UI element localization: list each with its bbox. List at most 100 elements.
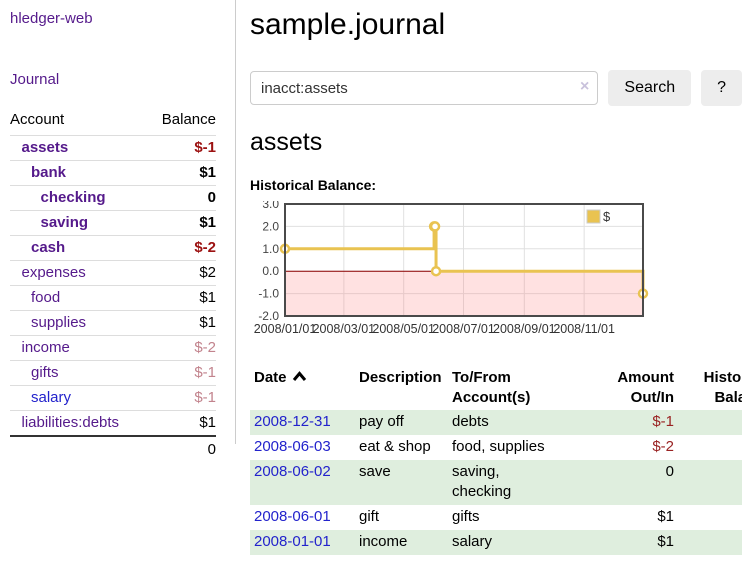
transaction-description: save bbox=[359, 463, 391, 480]
account-cell: checking bbox=[10, 185, 148, 211]
account-link[interactable]: gifts bbox=[31, 364, 59, 381]
account-row: income $-2 bbox=[10, 335, 216, 361]
transaction-balance: $2 bbox=[678, 460, 742, 505]
historical-balance-chart[interactable]: $3.0 2.0 1.0 0.0 -1.0 -2.0 2008/01/01 2008/03/0… bbox=[250, 197, 742, 348]
account-cell: gifts bbox=[10, 360, 148, 386]
account-link[interactable]: bank bbox=[31, 164, 67, 181]
transaction-date-cell: 2008-06-01 bbox=[250, 505, 355, 530]
search-button[interactable]: Search bbox=[608, 70, 692, 106]
account-row: supplies $1 bbox=[10, 310, 216, 336]
transaction-row: 2008-06-03 eat & shop food, supplies $-20 bbox=[250, 435, 742, 460]
page-title: sample.journal bbox=[250, 8, 446, 41]
account-row: salary $-1 bbox=[10, 385, 216, 411]
y-axis-tick-label: 3.0 bbox=[262, 201, 279, 211]
transaction-balance: $1 bbox=[678, 530, 742, 555]
account-link[interactable]: checking bbox=[40, 189, 106, 206]
main-content: sample.journal × Search ? assets Histori… bbox=[250, 0, 742, 555]
account-link[interactable]: liabilities:debts bbox=[21, 414, 120, 431]
x-axis-tick-label: 2008/03/01 bbox=[313, 322, 376, 336]
account-balance: $1 bbox=[147, 285, 216, 311]
clear-search-icon[interactable]: × bbox=[580, 78, 590, 95]
account-balance: $1 bbox=[147, 210, 216, 236]
account-row: food $1 bbox=[10, 285, 216, 311]
nav-journal-link[interactable]: Journal bbox=[10, 71, 60, 88]
account-link[interactable]: income bbox=[21, 339, 70, 356]
account-cell: income bbox=[10, 335, 148, 361]
register-header-line2: Out/In bbox=[630, 389, 674, 406]
transaction-date-link[interactable]: 2008-06-02 bbox=[254, 463, 331, 480]
transaction-description: pay off bbox=[359, 413, 404, 430]
account-cell: supplies bbox=[10, 310, 148, 336]
transaction-accounts: salary bbox=[448, 530, 586, 555]
account-balance: $-1 bbox=[147, 360, 216, 386]
search-input[interactable] bbox=[250, 71, 599, 105]
sort-ascending-icon[interactable] bbox=[292, 368, 307, 388]
account-row: cash $-2 bbox=[10, 235, 216, 261]
transaction-date-cell: 2008-01-01 bbox=[250, 530, 355, 555]
account-heading: assets bbox=[250, 128, 323, 156]
transaction-accounts: saving, checking bbox=[448, 460, 586, 505]
transaction-description: income bbox=[359, 533, 408, 550]
legend-swatch bbox=[586, 209, 601, 224]
account-link[interactable]: expenses bbox=[21, 264, 86, 281]
account-row: assets $-1 bbox=[10, 135, 216, 161]
y-axis-tick-label: -2.0 bbox=[258, 309, 279, 323]
transaction-accounts: gifts bbox=[448, 505, 586, 530]
account-link[interactable]: assets bbox=[21, 139, 69, 156]
transaction-date-link[interactable]: 2008-06-03 bbox=[254, 438, 331, 455]
x-axis-tick-label: 2008/09/01 bbox=[493, 322, 556, 336]
search-box: × bbox=[250, 71, 599, 105]
account-balance: $2 bbox=[147, 260, 216, 286]
register-header-line2: Account(s) bbox=[452, 389, 531, 406]
register-header-label: Description bbox=[359, 369, 442, 386]
account-cell: assets bbox=[10, 135, 148, 161]
x-axis-tick-label: 2008/05/01 bbox=[372, 322, 435, 336]
transaction-accounts: food, supplies bbox=[448, 435, 586, 460]
account-link[interactable]: salary bbox=[31, 389, 72, 406]
account-balance: 0 bbox=[147, 185, 216, 211]
register-header-date[interactable]: Date bbox=[250, 366, 355, 410]
data-point-marker bbox=[429, 221, 441, 232]
account-row: gifts $-1 bbox=[10, 360, 216, 386]
account-row: saving $1 bbox=[10, 210, 216, 236]
transaction-accounts-line: debts bbox=[452, 413, 489, 430]
register-header-amount: Amount Out/In bbox=[586, 366, 678, 410]
transaction-description: gift bbox=[359, 508, 380, 525]
account-cell: bank bbox=[10, 160, 148, 186]
transaction-balance: $2 bbox=[678, 505, 742, 530]
transaction-row: 2008-01-01 income salary $1$1 bbox=[250, 530, 742, 555]
y-axis-tick-label: 2.0 bbox=[262, 219, 279, 233]
register-table: Date Description To/From Account(s) Amount Ou… bbox=[250, 366, 742, 555]
account-balance: $1 bbox=[147, 410, 216, 436]
register-header-line1: Historical bbox=[682, 368, 742, 388]
register-header-line1: Amount bbox=[590, 368, 674, 388]
transaction-amount: $1 bbox=[657, 508, 674, 525]
register-header-label: Date bbox=[254, 369, 287, 386]
account-link[interactable]: food bbox=[31, 289, 61, 306]
transaction-accounts-line: salary bbox=[452, 533, 493, 550]
register-header-line1: Date bbox=[254, 368, 351, 388]
account-link[interactable]: cash bbox=[31, 239, 66, 256]
y-axis-tick-label: 1.0 bbox=[262, 242, 279, 256]
transaction-balance: $-1 bbox=[678, 410, 742, 435]
accounts-header-account: Account bbox=[10, 111, 65, 128]
account-link[interactable]: supplies bbox=[31, 314, 87, 331]
transaction-row: 2008-12-31 pay off debts $-1$-1 bbox=[250, 410, 742, 435]
accounts-table: Account Balance assets $-1 bank $1 checking 0… bbox=[10, 107, 216, 463]
transaction-date-link[interactable]: 2008-01-01 bbox=[254, 533, 331, 550]
x-axis-tick-label: 2008/11/01 bbox=[553, 322, 615, 336]
accounts-header-balance: Balance bbox=[161, 111, 216, 128]
register-header-label: Historical bbox=[703, 369, 742, 386]
transaction-date-link[interactable]: 2008-06-01 bbox=[254, 508, 331, 525]
plot-border bbox=[284, 203, 644, 317]
account-link[interactable]: saving bbox=[40, 214, 89, 231]
transaction-date-link[interactable]: 2008-12-31 bbox=[254, 413, 331, 430]
y-axis-tick-label: -1.0 bbox=[258, 287, 279, 301]
search-form: × Search ? bbox=[250, 70, 742, 106]
accounts-total-spacer bbox=[10, 435, 148, 463]
transaction-date-cell: 2008-12-31 bbox=[250, 410, 355, 435]
account-cell: cash bbox=[10, 235, 148, 261]
brand-link[interactable]: hledger-web bbox=[10, 10, 93, 27]
help-button[interactable]: ? bbox=[701, 70, 742, 106]
